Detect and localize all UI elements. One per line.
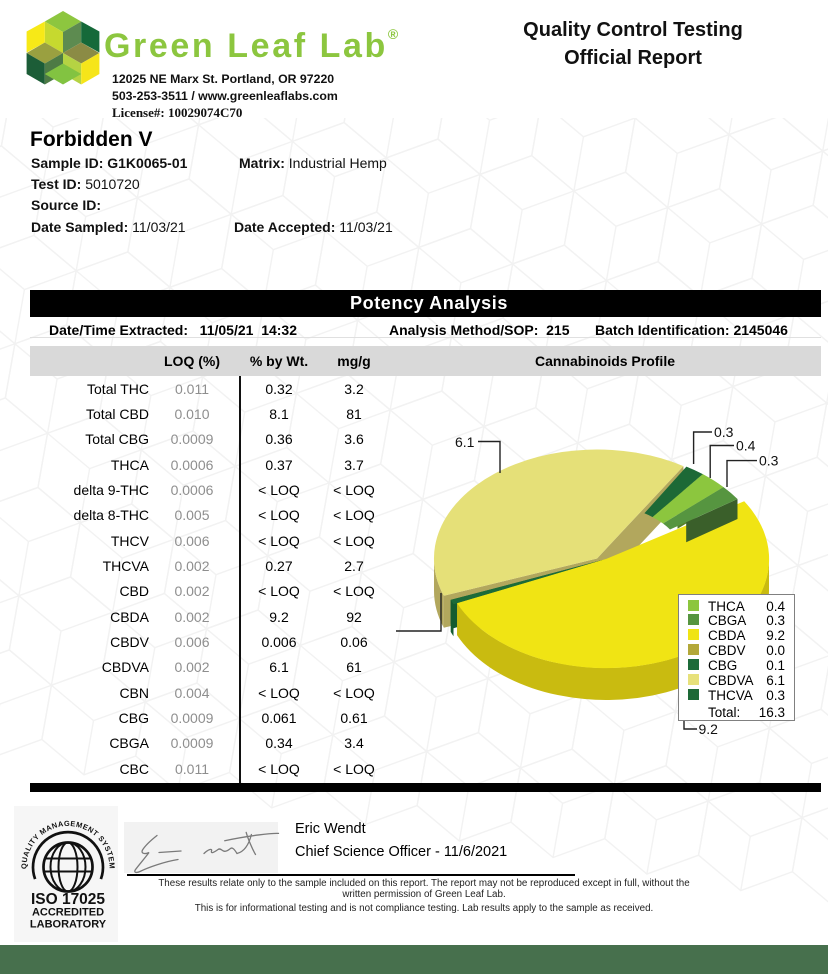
svg-text:9.2: 9.2 [699, 721, 719, 737]
svg-text:6.1: 6.1 [455, 434, 475, 450]
svg-text:0.3: 0.3 [759, 453, 779, 469]
svg-text:0.3: 0.3 [714, 424, 734, 440]
svg-text:LABORATORY: LABORATORY [30, 919, 107, 931]
svg-text:0.4: 0.4 [736, 438, 756, 454]
svg-text:ISO 17025: ISO 17025 [31, 891, 105, 908]
svg-text:ACCREDITED: ACCREDITED [32, 907, 104, 919]
